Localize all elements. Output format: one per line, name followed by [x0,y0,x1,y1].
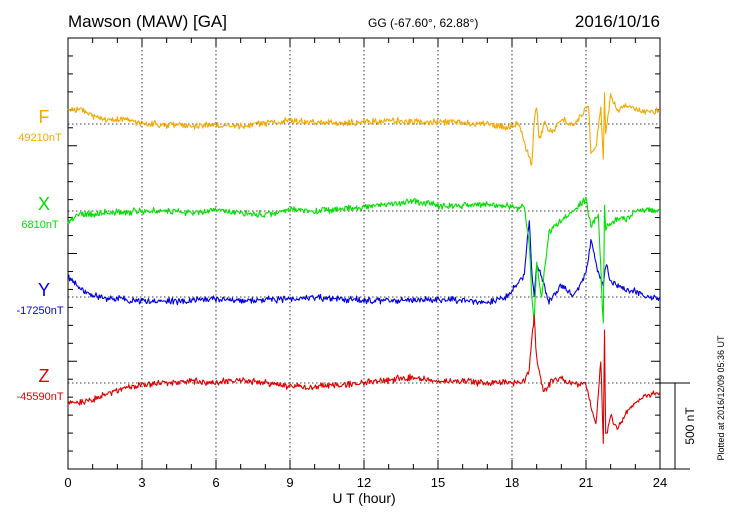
scale-bar-label: 500 nT [683,407,697,445]
series-name-z: Z [39,366,50,386]
x-axis-label: U T (hour) [332,490,395,506]
series-baseline-x: 6810nT [21,219,59,231]
series-name-f: F [39,107,50,127]
series-layer [67,92,661,444]
x-tick-label: 21 [579,475,593,490]
x-tick-label: 9 [286,475,293,490]
series-labels: Y -17250nT X 6810nT F 49210nT Z -45590nT [16,107,63,403]
x-tick-label: 12 [357,475,371,490]
series-line-z [67,314,661,444]
series-name-y: Y [38,280,50,300]
x-tick-label: 18 [505,475,519,490]
x-axis-ticks: 0 3 6 9 12 15 18 21 24 [64,37,667,490]
series-baseline-f: 49210nT [18,132,62,144]
x-tick-label: 0 [64,475,71,490]
x-tick-label: 6 [212,475,219,490]
series-baseline-z: -45590nT [16,391,63,403]
plot-date: 2016/10/16 [575,12,660,31]
x-tick-label: 15 [431,475,445,490]
x-tick-label: 3 [138,475,145,490]
series-line-x [67,196,661,326]
station-coords: GG (-67.60°, 62.88°) [368,16,478,30]
series-line-y [67,220,661,306]
x-tick-label: 24 [653,475,667,490]
series-line-f [67,92,661,166]
scale-bar [655,382,690,470]
series-name-x: X [38,194,50,214]
series-baseline-y: -17250nT [16,305,63,317]
station-title: Mawson (MAW) [GA] [68,12,227,31]
grid-lines [68,38,660,469]
plotted-timestamp: Plotted at 2016/12/09 05:36 UT [716,335,726,461]
